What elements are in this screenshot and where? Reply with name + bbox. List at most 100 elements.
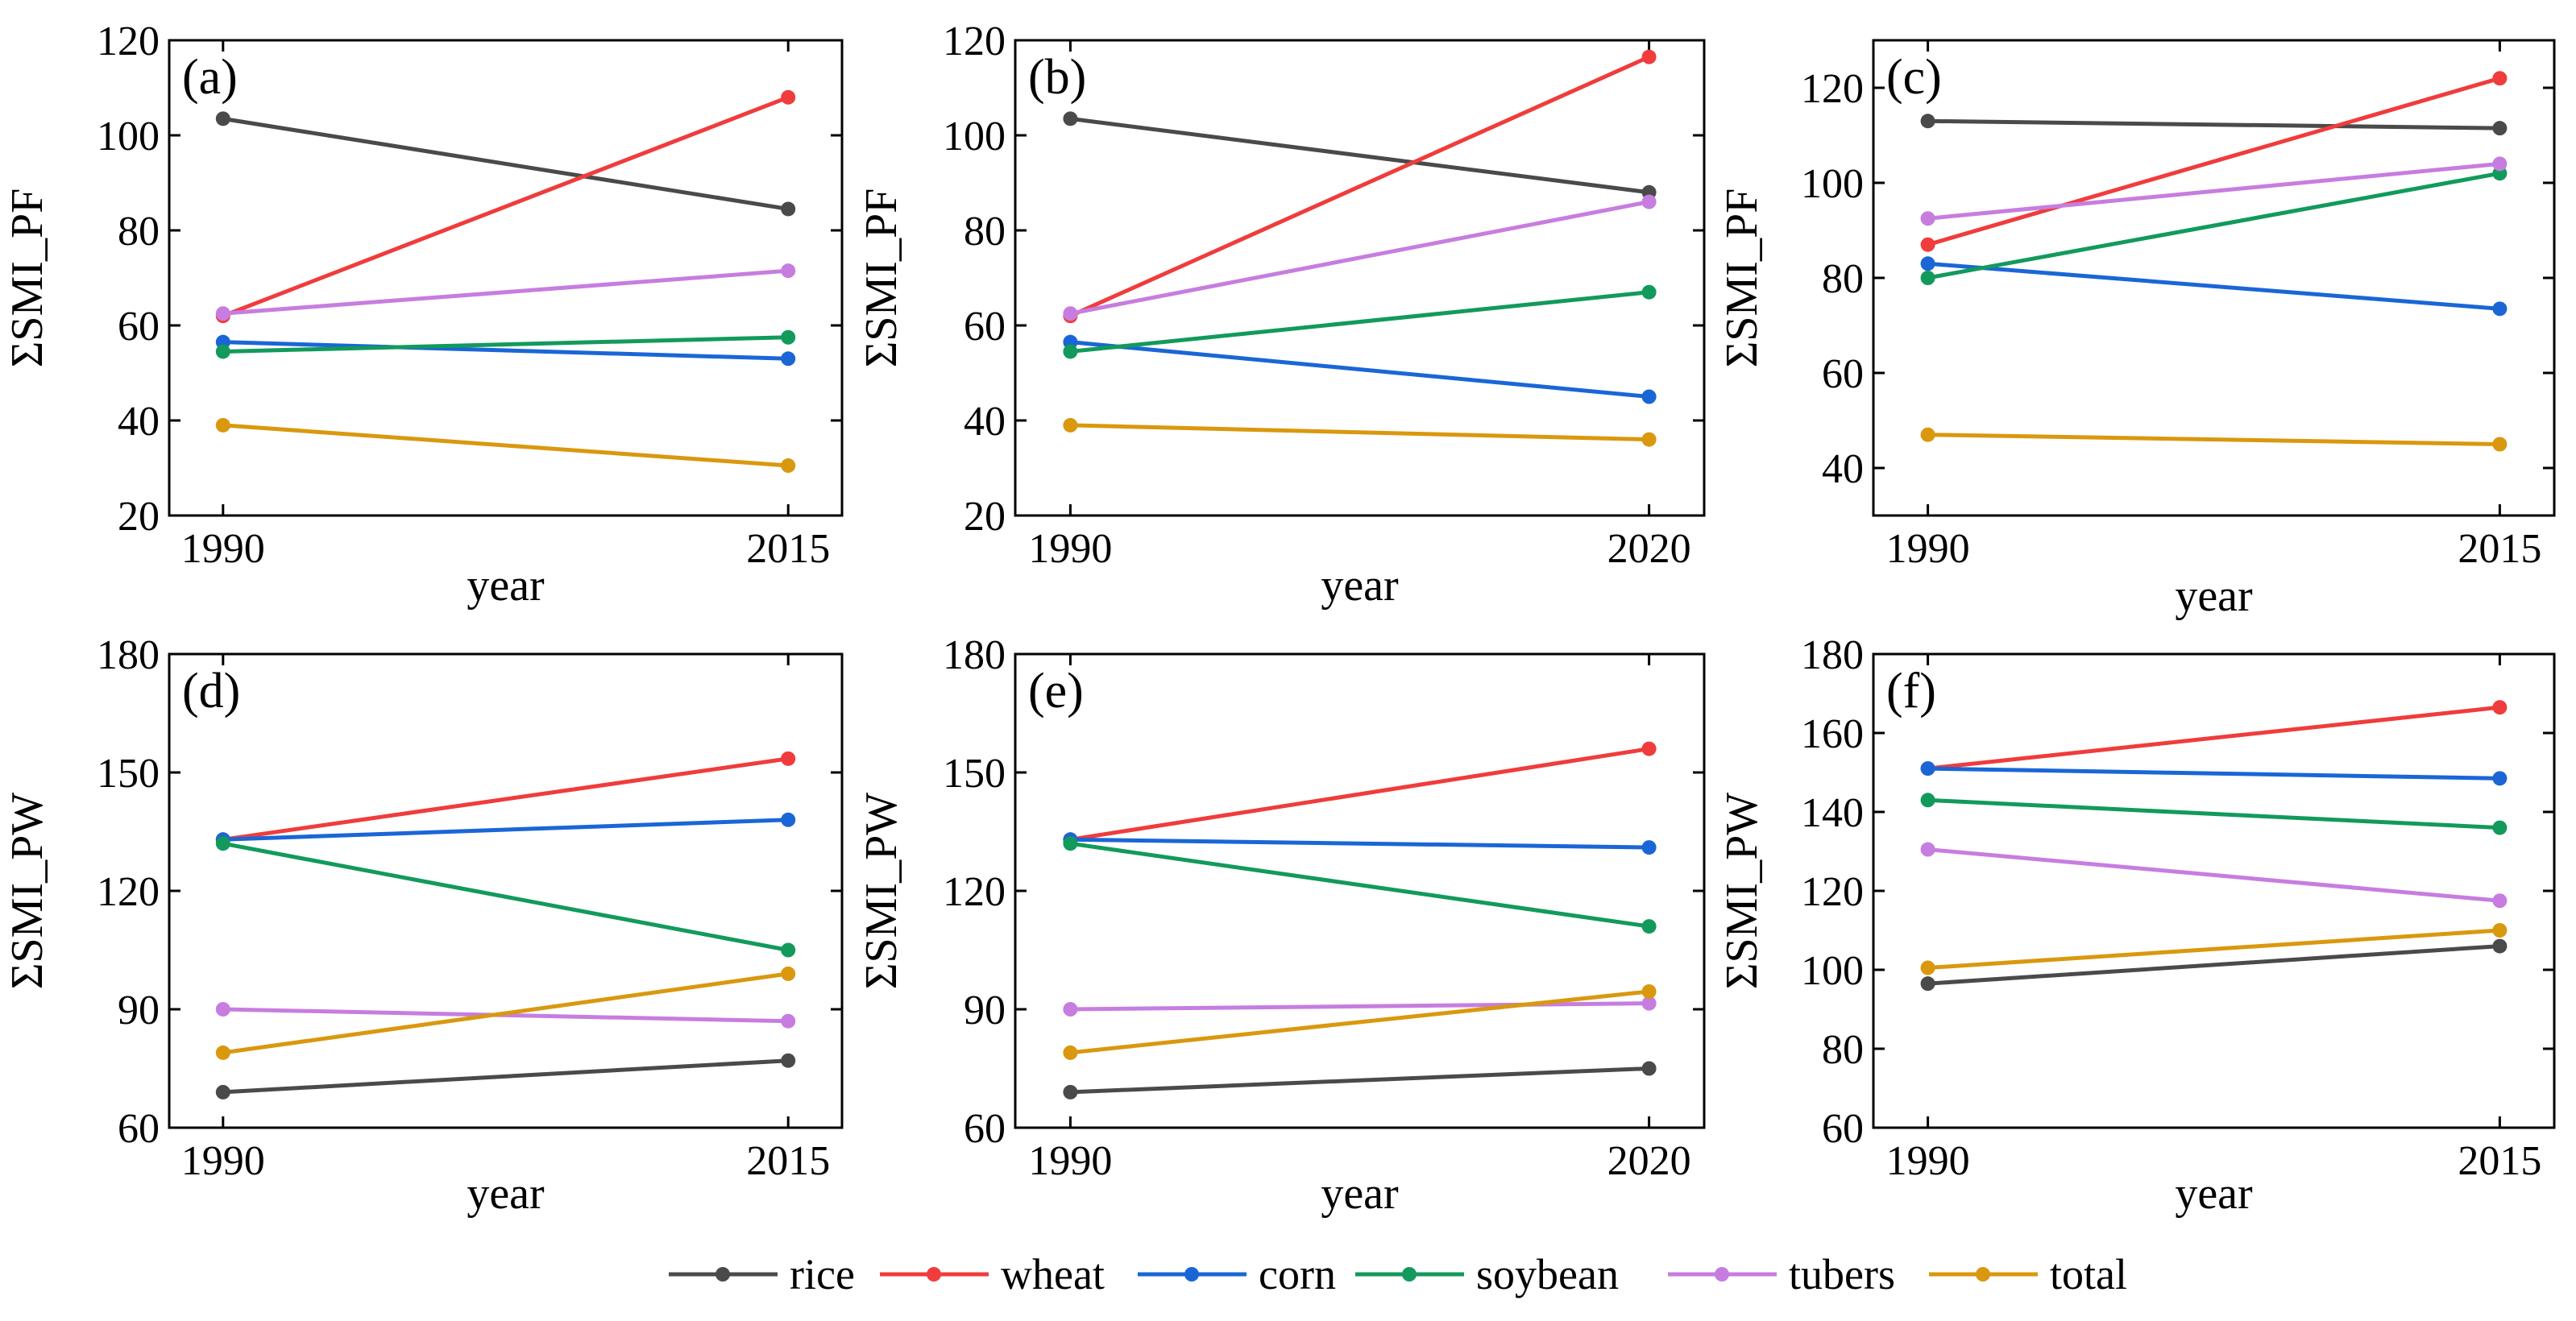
legend-label: total [2050, 1250, 2127, 1298]
legend-swatch-marker [1715, 1267, 1729, 1282]
data-point-tubers [781, 1013, 796, 1029]
series-line-tubers [1070, 1001, 1649, 1012]
plot-frame [168, 39, 844, 517]
series-line-soybean [1927, 171, 2500, 280]
series-line-corn [222, 340, 789, 361]
series-line-corn [1070, 837, 1649, 850]
y-tick-label: 120 [97, 19, 160, 64]
data-point-total [781, 966, 796, 981]
data-point-corn [781, 812, 796, 827]
data-point-wheat [1920, 237, 1935, 252]
y-tick-label: 60 [964, 304, 1006, 350]
data-point-soybean [1063, 344, 1078, 359]
series-line-corn [1070, 340, 1649, 399]
y-axis-label: ΣSMI_PW [2, 793, 52, 989]
y-tick-label: 90 [118, 988, 160, 1033]
data-point-corn [2492, 771, 2508, 786]
legend-swatch-marker [1976, 1267, 1990, 1282]
series-line-tubers [1927, 847, 2500, 903]
series-line-soybean [1070, 841, 1649, 929]
plot-frame [1872, 652, 2556, 1129]
chart-panel-a: 20 40 60 80 100 120 1990 2015 year ΣSMI_PF (a) [2, 19, 844, 611]
data-point-rice [781, 201, 796, 217]
legend-item-total: total [1929, 1250, 2127, 1298]
data-point-tubers [781, 263, 796, 279]
series-line-rice [1927, 118, 2500, 130]
data-point-soybean [2492, 820, 2508, 835]
y-tick-label: 180 [943, 632, 1006, 678]
series-line-wheat [1927, 705, 2500, 771]
legend-label: tubers [1789, 1250, 1895, 1298]
y-tick-label: 80 [118, 209, 160, 255]
data-point-total [2492, 923, 2508, 938]
plot-frame [1014, 39, 1706, 517]
y-tick-label: 140 [1801, 790, 1864, 836]
x-axis-label: year [467, 1169, 545, 1219]
data-point-total [1920, 960, 1935, 975]
plot-frame [1014, 652, 1706, 1129]
y-tick-label: 60 [118, 1106, 160, 1152]
panel-label: (f) [1886, 664, 1936, 718]
data-point-rice [781, 1053, 796, 1068]
data-point-corn [2492, 301, 2508, 317]
chart-panel-d: 60 90 120 150 180 1990 2015 year ΣSMI_PW (d) [2, 632, 844, 1219]
data-point-rice [215, 1084, 230, 1099]
legend-swatch-marker [1184, 1267, 1199, 1282]
data-point-soybean [1063, 836, 1078, 851]
chart-panel-b: 20 40 60 80 100 120 1990 2020 year ΣSMI_PF (b) [857, 19, 1706, 611]
data-point-rice [2492, 938, 2508, 954]
series-line-corn [1927, 261, 2500, 311]
y-axis-label: ΣSMI_PF [1717, 188, 1767, 367]
y-tick-label: 120 [1801, 66, 1864, 112]
x-tick-label: 2020 [1607, 1138, 1691, 1184]
y-tick-label: 40 [964, 399, 1006, 445]
data-point-total [1641, 984, 1657, 999]
panel-label: (c) [1886, 50, 1942, 105]
y-tick-label: 180 [1801, 632, 1864, 678]
data-point-total [1063, 417, 1078, 433]
series-line-total [222, 971, 789, 1055]
y-axis-label: ΣSMI_PW [857, 793, 906, 989]
data-point-tubers [1063, 306, 1078, 321]
data-point-wheat [1641, 741, 1657, 756]
series-line-total [1927, 433, 2500, 446]
data-point-soybean [1920, 271, 1935, 285]
y-tick-label: 20 [964, 494, 1006, 540]
series-line-wheat [1927, 76, 2501, 247]
series-line-total [1070, 423, 1649, 442]
series-line-tubers [1069, 200, 1650, 316]
data-point-total [215, 417, 230, 433]
y-axis-label: ΣSMI_PW [1717, 793, 1767, 989]
data-point-wheat [781, 89, 796, 105]
series-line-total [1927, 928, 2500, 971]
series-line-rice [1070, 116, 1649, 195]
series-line-corn [1927, 766, 2500, 781]
x-tick-label: 1990 [181, 526, 265, 572]
data-point-soybean [781, 329, 796, 345]
series-line-rice [222, 1058, 789, 1095]
y-tick-label: 120 [943, 19, 1006, 64]
y-tick-label: 80 [1822, 1027, 1864, 1073]
data-point-rice [1920, 114, 1935, 129]
data-point-soybean [215, 344, 230, 359]
data-point-total [1920, 427, 1935, 442]
legend-label: rice [790, 1250, 855, 1298]
y-tick-label: 120 [1801, 869, 1864, 915]
x-tick-label: 1990 [1028, 526, 1112, 572]
data-point-wheat [2492, 71, 2508, 86]
data-point-soybean [1641, 919, 1657, 934]
data-point-rice [2492, 121, 2508, 136]
legend-label: soybean [1476, 1250, 1619, 1298]
y-tick-label: 100 [1801, 161, 1864, 207]
x-axis-label: year [2175, 571, 2253, 621]
legend-item-rice: rice [669, 1250, 855, 1298]
x-tick-label: 2015 [746, 1138, 830, 1184]
data-point-total [215, 1045, 230, 1060]
panel-label: (b) [1028, 50, 1086, 105]
series-line-wheat [222, 95, 790, 318]
data-point-corn [1920, 761, 1935, 776]
series-line-soybean [222, 335, 789, 354]
data-point-total [2492, 437, 2508, 452]
data-point-corn [1641, 840, 1657, 855]
data-point-tubers [215, 1002, 230, 1017]
